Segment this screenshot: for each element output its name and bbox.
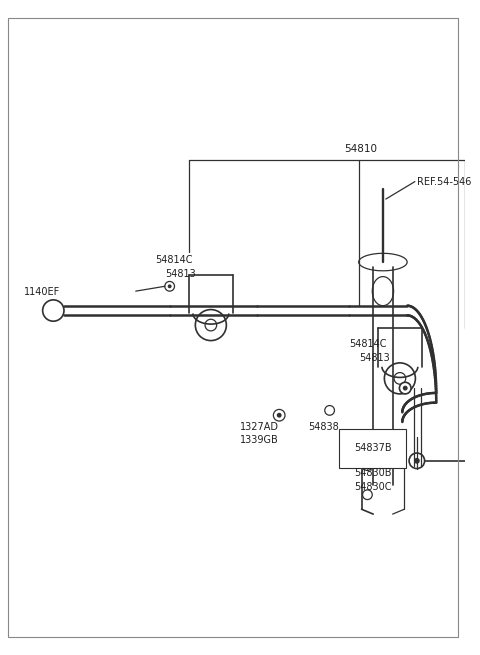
- Text: 54813: 54813: [165, 269, 195, 278]
- Circle shape: [409, 453, 425, 468]
- Text: 1327AD: 1327AD: [240, 422, 279, 432]
- Circle shape: [414, 458, 420, 464]
- Circle shape: [277, 413, 282, 418]
- Circle shape: [399, 383, 411, 394]
- Circle shape: [274, 409, 285, 421]
- Text: 54813: 54813: [359, 353, 389, 363]
- Text: 54837B: 54837B: [354, 443, 392, 453]
- Text: 1339GB: 1339GB: [240, 436, 279, 445]
- Text: 54830C: 54830C: [354, 482, 391, 492]
- Text: 54838: 54838: [308, 422, 339, 432]
- Text: 1140EF: 1140EF: [24, 287, 60, 297]
- Circle shape: [168, 284, 171, 288]
- Circle shape: [353, 455, 364, 466]
- Text: 54814C: 54814C: [155, 255, 192, 265]
- Circle shape: [356, 458, 361, 463]
- Text: REF.54-546: REF.54-546: [417, 177, 471, 187]
- Circle shape: [325, 405, 335, 415]
- Text: 54810: 54810: [344, 143, 377, 154]
- Text: 54814C: 54814C: [349, 339, 386, 350]
- Circle shape: [165, 282, 175, 291]
- Circle shape: [403, 386, 408, 390]
- Text: 54830B: 54830B: [354, 468, 391, 478]
